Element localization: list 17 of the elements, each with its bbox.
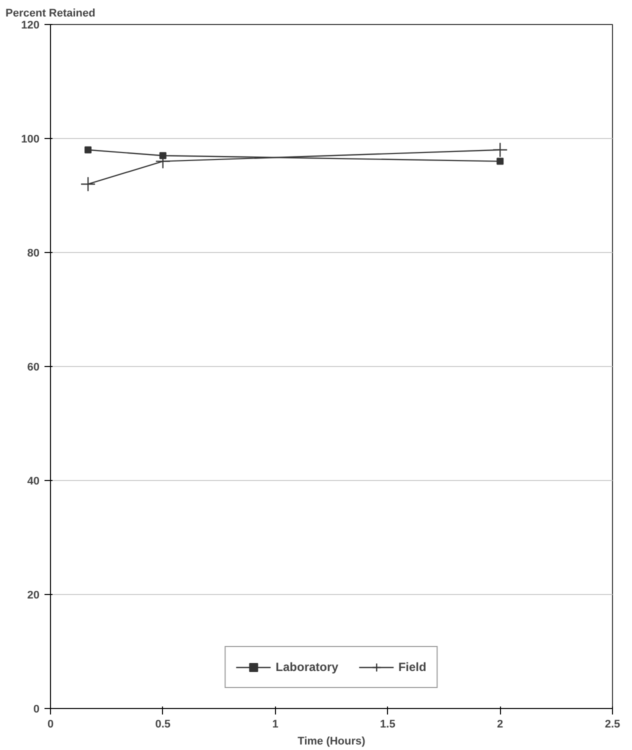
x-tick-label: 1.5 <box>380 718 396 730</box>
y-axis-title: Percent Retained <box>6 8 96 20</box>
y-tick-label: 60 <box>27 362 40 374</box>
x-tick-label: 2 <box>497 718 504 730</box>
legend-label: Field <box>398 660 426 674</box>
x-tick-label: 2.5 <box>604 718 620 730</box>
x-tick-label: 1 <box>272 718 278 730</box>
y-tick-label: 100 <box>21 134 40 146</box>
x-tick-label: 0.5 <box>155 718 171 730</box>
y-tick-label: 80 <box>27 248 40 260</box>
y-tick-label: 0 <box>33 704 40 716</box>
legend-label: Laboratory <box>276 660 338 674</box>
y-tick-label: 120 <box>21 20 40 32</box>
y-tick-label: 20 <box>27 590 40 602</box>
x-tick-label: 0 <box>47 718 54 730</box>
x-axis-title: Time (Hours) <box>298 736 366 748</box>
y-tick-label: 40 <box>27 476 40 488</box>
